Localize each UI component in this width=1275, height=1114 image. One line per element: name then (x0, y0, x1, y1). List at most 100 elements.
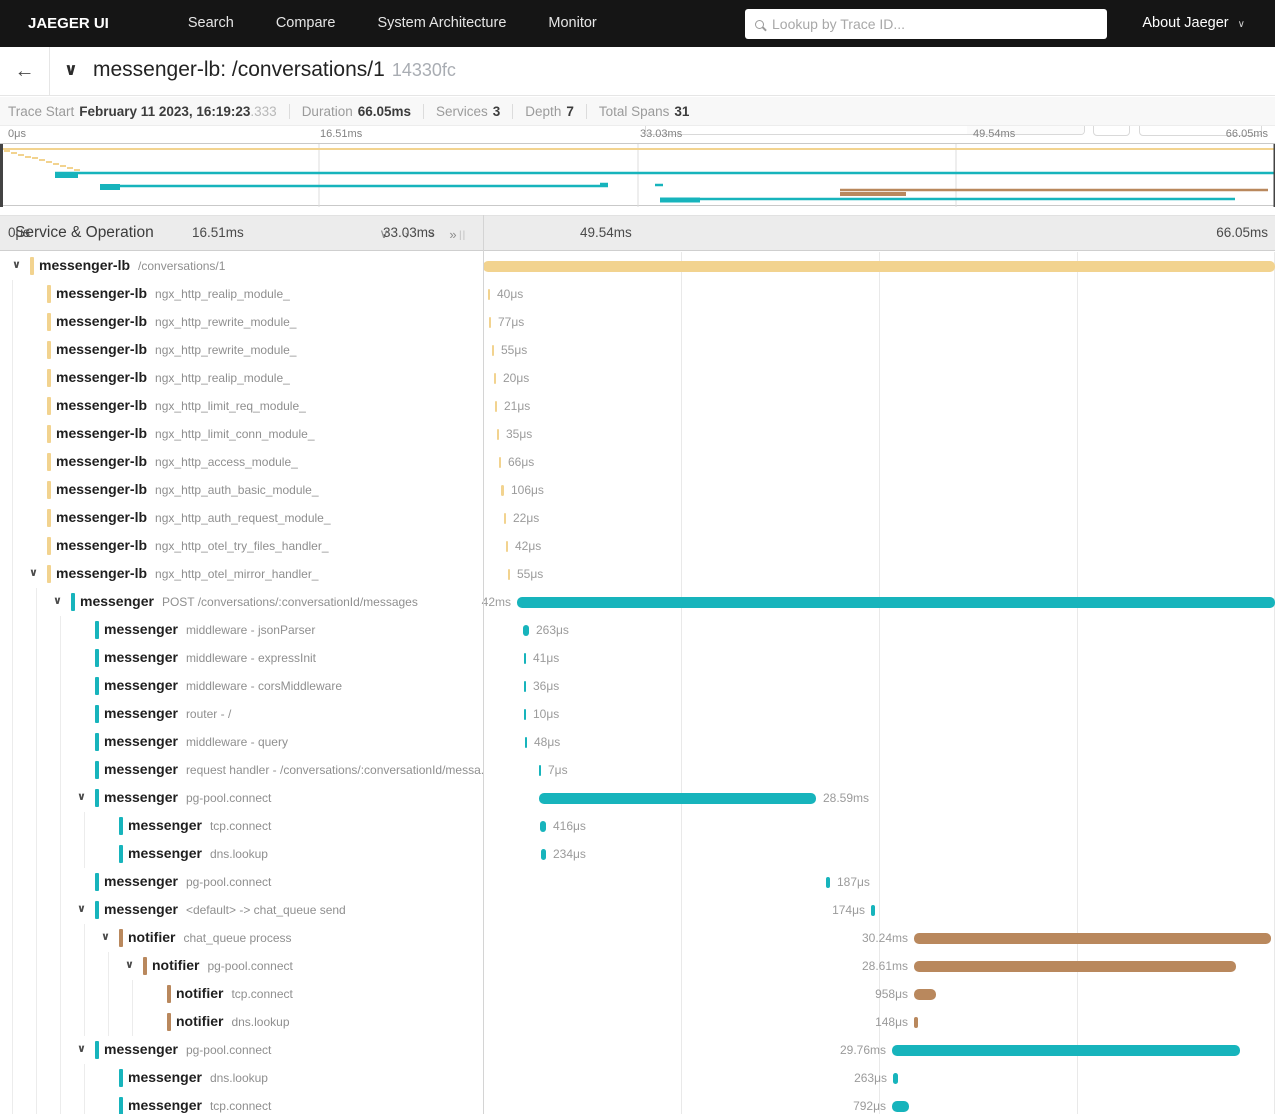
span-duration-bar[interactable] (871, 905, 875, 916)
collapse-one-icon[interactable]: ∨ (379, 226, 389, 241)
span-name-cell[interactable]: messenger middleware - expressInit (0, 644, 483, 672)
span-duration-bar[interactable] (525, 737, 527, 748)
span-duration-bar[interactable] (541, 849, 546, 860)
span-name-cell[interactable]: ∨ messenger POST /conversations/:conversat… (0, 588, 483, 616)
span-timeline-cell[interactable]: 41μs (483, 644, 1275, 672)
span-row[interactable]: ∨ messenger <default> -> chat_queue send 17… (0, 896, 1275, 924)
about-jaeger-menu[interactable]: About Jaeger ∨ (1142, 0, 1245, 48)
nav-item-compare[interactable]: Compare (275, 15, 336, 31)
span-duration-bar[interactable] (495, 401, 497, 412)
span-timeline-cell[interactable]: 22μs (483, 504, 1275, 532)
span-timeline-cell[interactable]: 29.76ms (483, 1036, 1275, 1064)
span-name-cell[interactable]: messenger-lb ngx_http_access_module_ (0, 448, 483, 476)
span-name-cell[interactable]: messenger tcp.connect (0, 812, 483, 840)
span-row[interactable]: messenger-lb ngx_http_rewrite_module_ 77μs (0, 308, 1275, 336)
span-row[interactable]: messenger-lb ngx_http_otel_try_files_hand… (0, 532, 1275, 560)
span-expand-chevron-icon[interactable]: ∨ (77, 903, 86, 915)
span-name-cell[interactable]: messenger request handler - /conversation… (0, 756, 483, 784)
span-name-cell[interactable]: messenger pg-pool.connect (0, 868, 483, 896)
column-divider[interactable] (483, 215, 484, 1114)
span-duration-bar[interactable] (517, 597, 1275, 608)
span-duration-bar[interactable] (524, 709, 526, 720)
span-row[interactable]: messenger middleware - expressInit 41μs (0, 644, 1275, 672)
span-name-cell[interactable]: messenger-lb ngx_http_auth_basic_module_ (0, 476, 483, 504)
span-timeline-cell[interactable]: 55μs (483, 336, 1275, 364)
span-expand-chevron-icon[interactable]: ∨ (29, 567, 38, 579)
span-row[interactable]: messenger dns.lookup 263μs (0, 1064, 1275, 1092)
span-timeline-cell[interactable]: 174μs (483, 896, 1275, 924)
span-duration-bar[interactable] (504, 513, 506, 524)
span-duration-bar[interactable] (524, 681, 526, 692)
span-timeline-cell[interactable]: 958μs (483, 980, 1275, 1008)
span-duration-bar[interactable] (497, 429, 499, 440)
span-timeline-cell[interactable]: 263μs (483, 1064, 1275, 1092)
span-timeline-cell[interactable]: 7μs (483, 756, 1275, 784)
span-name-cell[interactable]: messenger-lb ngx_http_otel_try_files_hand… (0, 532, 483, 560)
span-name-cell[interactable]: messenger router - / (0, 700, 483, 728)
span-row[interactable]: messenger router - / 10μs (0, 700, 1275, 728)
span-expand-chevron-icon[interactable]: ∨ (77, 791, 86, 803)
span-row[interactable]: messenger middleware - jsonParser 263μs (0, 616, 1275, 644)
span-row[interactable]: messenger-lb ngx_http_limit_conn_module_ 3… (0, 420, 1275, 448)
span-timeline-cell[interactable] (483, 252, 1275, 280)
span-name-cell[interactable]: messenger dns.lookup (0, 1064, 483, 1092)
trace-minimap[interactable] (0, 143, 1275, 207)
span-duration-bar[interactable] (499, 457, 501, 468)
span-name-cell[interactable]: messenger-lb ngx_http_auth_request_module… (0, 504, 483, 532)
span-name-cell[interactable]: messenger tcp.connect (0, 1092, 483, 1114)
span-timeline-cell[interactable]: 55μs (483, 560, 1275, 588)
span-row[interactable]: ∨ notifier pg-pool.connect 28.61ms (0, 952, 1275, 980)
nav-item-monitor[interactable]: Monitor (548, 15, 597, 31)
span-duration-bar[interactable] (523, 625, 529, 636)
span-name-cell[interactable]: notifier dns.lookup (0, 1008, 483, 1036)
span-row[interactable]: messenger-lb ngx_http_auth_request_module… (0, 504, 1275, 532)
span-duration-bar[interactable] (914, 1017, 918, 1028)
span-timeline-cell[interactable]: 263μs (483, 616, 1275, 644)
span-name-cell[interactable]: ∨ notifier chat_queue process (0, 924, 483, 952)
minimap-scrubber-handle[interactable] (0, 144, 3, 207)
app-logo[interactable]: JAEGER UI (28, 15, 109, 32)
nav-item-system-architecture[interactable]: System Architecture (377, 15, 507, 31)
span-row[interactable]: messenger middleware - query 48μs (0, 728, 1275, 756)
span-name-cell[interactable]: messenger-lb ngx_http_limit_req_module_ (0, 392, 483, 420)
span-duration-bar[interactable] (892, 1101, 909, 1112)
span-row[interactable]: ∨ messenger-lb ngx_http_otel_mirror_handle… (0, 560, 1275, 588)
span-row[interactable]: notifier dns.lookup 148μs (0, 1008, 1275, 1036)
span-duration-bar[interactable] (494, 373, 496, 384)
span-name-cell[interactable]: messenger-lb ngx_http_realip_module_ (0, 280, 483, 308)
span-name-cell[interactable]: notifier tcp.connect (0, 980, 483, 1008)
span-name-cell[interactable]: messenger middleware - query (0, 728, 483, 756)
span-row[interactable]: ∨ messenger pg-pool.connect 28.59ms (0, 784, 1275, 812)
minimap-scrubber-handle[interactable] (1273, 144, 1275, 207)
span-row[interactable]: messenger request handler - /conversation… (0, 756, 1275, 784)
span-row[interactable]: ∨ notifier chat_queue process 30.24ms (0, 924, 1275, 952)
span-timeline-cell[interactable]: 77μs (483, 308, 1275, 336)
span-name-cell[interactable]: ∨ messenger <default> -> chat_queue send (0, 896, 483, 924)
span-row[interactable]: messenger-lb ngx_http_realip_module_ 20μs (0, 364, 1275, 392)
span-name-cell[interactable]: messenger-lb ngx_http_limit_conn_module_ (0, 420, 483, 448)
nav-item-search[interactable]: Search (187, 15, 234, 31)
span-row[interactable]: messenger-lb ngx_http_limit_req_module_ 21… (0, 392, 1275, 420)
span-timeline-cell[interactable]: 36μs (483, 672, 1275, 700)
span-timeline-cell[interactable]: 792μs (483, 1092, 1275, 1114)
span-duration-bar[interactable] (501, 485, 504, 496)
span-duration-bar[interactable] (893, 1073, 898, 1084)
span-duration-bar[interactable] (914, 961, 1236, 972)
span-duration-bar[interactable] (892, 1045, 1240, 1056)
span-timeline-cell[interactable]: 28.61ms (483, 952, 1275, 980)
span-row[interactable]: messenger middleware - corsMiddleware 36μs (0, 672, 1275, 700)
span-timeline-cell[interactable]: 106μs (483, 476, 1275, 504)
span-row[interactable]: messenger-lb ngx_http_auth_basic_module_ 1… (0, 476, 1275, 504)
span-duration-bar[interactable] (914, 989, 936, 1000)
span-row[interactable]: messenger-lb ngx_http_access_module_ 66μs (0, 448, 1275, 476)
span-row[interactable]: messenger pg-pool.connect 187μs (0, 868, 1275, 896)
span-timeline-cell[interactable]: 28.59ms (483, 784, 1275, 812)
span-row[interactable]: messenger-lb ngx_http_realip_module_ 40μs (0, 280, 1275, 308)
span-row[interactable]: messenger-lb ngx_http_rewrite_module_ 55μs (0, 336, 1275, 364)
span-duration-bar[interactable] (506, 541, 508, 552)
span-duration-bar[interactable] (483, 261, 1275, 272)
span-row[interactable]: notifier tcp.connect 958μs (0, 980, 1275, 1008)
span-name-cell[interactable]: messenger middleware - corsMiddleware (0, 672, 483, 700)
span-expand-chevron-icon[interactable]: ∨ (53, 595, 62, 607)
span-row[interactable]: messenger tcp.connect 792μs (0, 1092, 1275, 1114)
